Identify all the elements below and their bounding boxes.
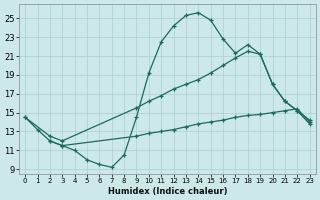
X-axis label: Humidex (Indice chaleur): Humidex (Indice chaleur) <box>108 187 227 196</box>
